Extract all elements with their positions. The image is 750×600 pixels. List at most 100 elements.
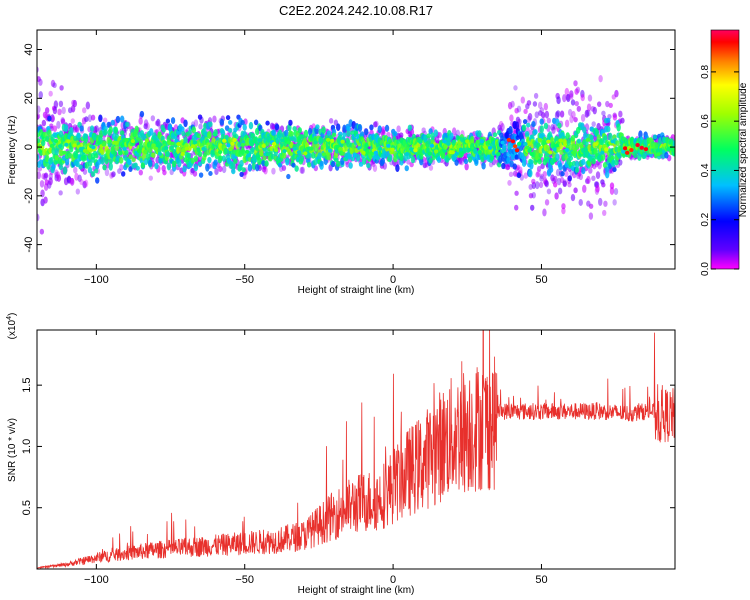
spectrogram-cell [586, 103, 592, 112]
spectrogram-cell [85, 101, 91, 110]
spectrogram-cell [514, 204, 519, 211]
spectrogram-cell [437, 131, 442, 139]
spectrogram-y-label: Frequency (Hz) [7, 116, 18, 185]
colorbar-tick-label: 0.6 [700, 114, 711, 128]
spectrogram-cell [119, 130, 125, 136]
spectrogram-cell [387, 154, 393, 163]
spectrogram-cell [38, 91, 43, 99]
spectrogram-cell [487, 145, 493, 150]
spectrogram-cell [115, 115, 121, 124]
spectrogram-cell [557, 187, 563, 195]
spectrogram-cell [523, 142, 528, 147]
spectrogram-cell [525, 131, 530, 137]
spectrogram-cell [449, 132, 454, 141]
spectrogram-cell [433, 129, 439, 137]
spectrogram-cell [138, 117, 143, 125]
spectrogram-cell [330, 138, 335, 143]
spectrogram-cell [47, 115, 52, 122]
spectrogram-cell [463, 152, 469, 159]
spectrogram-cell [347, 152, 352, 160]
spectrogram-cell [604, 147, 609, 152]
spectrogram-cell [183, 119, 188, 128]
spectrogram-cell [48, 177, 53, 186]
spectrogram-cell [69, 126, 74, 136]
spectrogram-y-tick-label: 20 [23, 92, 35, 104]
spectrogram-cell [518, 166, 523, 174]
spectrogram-cell [294, 165, 299, 172]
spectrogram-cell [300, 166, 305, 174]
spectrogram-cell [658, 148, 663, 153]
spectrogram-cell [338, 146, 343, 151]
spectrogram-cell [138, 139, 144, 146]
spectrogram-cell [381, 129, 386, 137]
colorbar-tick-label: 0.0 [700, 262, 711, 276]
spectrogram-cell [377, 146, 383, 151]
spectrogram-cell [523, 108, 528, 115]
spectrogram-cell [136, 149, 142, 154]
spectrogram-cell [43, 196, 48, 204]
spectrogram-cell [592, 106, 597, 115]
spectrogram-cell [410, 155, 416, 164]
spectrogram-cell [546, 188, 552, 195]
snr-series-line [37, 330, 675, 569]
spectrogram-cell [579, 144, 584, 149]
spectrogram-cell [309, 146, 314, 151]
spectrogram-cell [248, 121, 254, 130]
spectrogram-cell [602, 209, 607, 216]
spectrogram-cell [76, 132, 81, 139]
spectrogram-cell [544, 199, 550, 206]
spectrogram-cell [48, 90, 53, 97]
spectrogram-cell [82, 180, 87, 189]
colorbar-tick-label: 0.2 [700, 212, 711, 226]
spectrogram-cell [567, 175, 573, 182]
spectrogram-cell [100, 149, 105, 155]
spectrogram-cell [140, 162, 146, 169]
spectrogram-y-tick-label: -40 [23, 237, 35, 253]
colorbar: 0.0 0.2 0.4 0.6 0.8 Normalized spectral ampl… [700, 29, 749, 276]
spectrogram-cell [553, 175, 558, 183]
spectrogram-cell [664, 152, 669, 159]
spectrogram-cell [56, 120, 61, 129]
spectrogram-cell [529, 151, 534, 156]
spectrogram-cell [108, 162, 113, 171]
spectrogram-x-tick-label: 0 [390, 274, 396, 286]
colorbar-tick-label: 0.4 [700, 163, 711, 177]
snr-x-tick-label: −100 [84, 574, 109, 586]
spectrogram-cell [492, 132, 498, 138]
spectrogram-cell [538, 181, 544, 189]
spectrogram-cell [578, 173, 584, 181]
spectrogram-cell [578, 199, 583, 206]
spectrogram-cell [502, 143, 507, 149]
spectrogram-cell [581, 166, 586, 175]
spectrogram-cell [78, 147, 84, 152]
spectrogram-cell [87, 166, 93, 174]
spectrogram-cell [64, 157, 70, 166]
spectrogram-cell [600, 152, 606, 161]
spectrogram-cell [223, 147, 229, 155]
spectrogram-cell [616, 123, 621, 132]
spectrogram-cell [197, 151, 203, 158]
spectrogram-cell [581, 158, 586, 166]
spectrogram-cell [567, 108, 573, 116]
spectrogram-cell [531, 121, 536, 128]
spectrogram-cell [373, 150, 379, 155]
spectrogram-cell [508, 171, 514, 177]
spectrogram-cell [613, 187, 619, 196]
spectrogram-cell [512, 170, 518, 177]
spectrogram-cell [110, 172, 115, 178]
spectrogram-cell [404, 151, 410, 156]
spectrogram-cell [591, 175, 596, 182]
spectrogram-cell [242, 123, 247, 131]
spectrogram-y-ticks: -40 -20 0 20 40 [23, 43, 675, 253]
spectrogram-cell [340, 139, 345, 144]
spectrogram-cell [567, 181, 572, 188]
spectrogram-cell [451, 127, 457, 136]
spectrogram-cell [369, 151, 374, 156]
spectrogram-cell [138, 169, 143, 176]
spectrogram-cell [458, 156, 463, 164]
spectrogram-cell [197, 114, 203, 120]
spectrogram-cell [541, 112, 546, 119]
spectrogram-cell [253, 119, 259, 126]
spectrogram-cell [299, 155, 305, 163]
spectrogram-cell [450, 150, 455, 155]
